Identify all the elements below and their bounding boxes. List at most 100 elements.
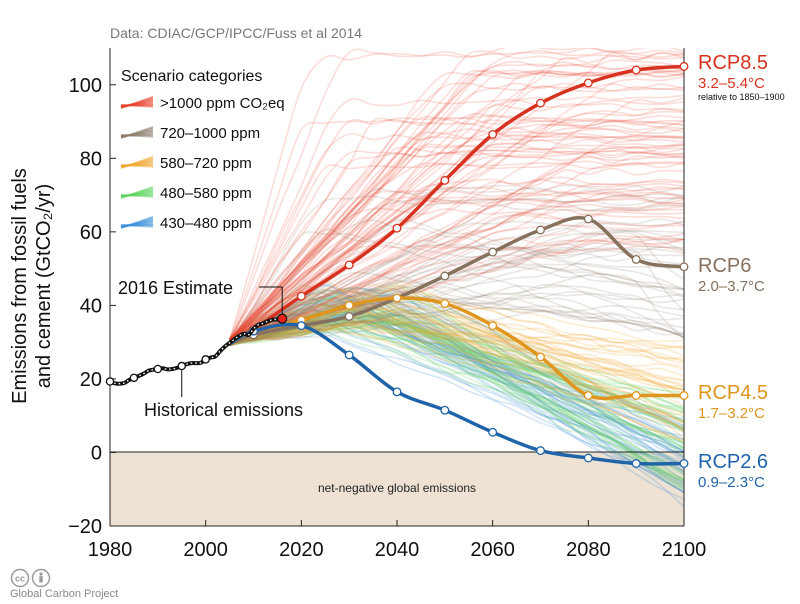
scenario-line <box>229 318 684 481</box>
scenario-line <box>229 85 684 340</box>
series-point <box>631 254 641 264</box>
scenario-line <box>229 322 684 347</box>
scenario-line <box>229 298 684 473</box>
scenario-line <box>229 191 684 343</box>
y-tick-label: 0 <box>91 442 102 464</box>
scenario-line <box>229 320 684 423</box>
y-tick-label: 80 <box>80 148 102 170</box>
series-point <box>631 391 641 400</box>
scenario-line <box>229 59 684 344</box>
scenario-line <box>229 187 684 343</box>
rcp-series <box>228 61 689 468</box>
scenario-line <box>229 295 684 500</box>
series-point <box>583 78 593 88</box>
series-point <box>583 391 593 400</box>
scenario-line <box>228 149 684 340</box>
scenario-line <box>229 321 684 489</box>
series-point <box>296 321 306 331</box>
scenario-line <box>229 296 684 424</box>
axes: 1980 2000 2020 2040 2060 2080 2100−20020406080… <box>68 48 706 561</box>
scenario-line <box>229 259 684 343</box>
scenario-line <box>229 289 684 415</box>
scenario-line <box>229 321 684 357</box>
scenario-line <box>229 94 684 347</box>
scenario-line <box>229 290 684 342</box>
scenario-line <box>229 287 684 475</box>
scenario-line <box>229 318 684 381</box>
series-point <box>296 291 306 301</box>
scenario-line <box>229 161 684 340</box>
scenario-line <box>229 290 684 448</box>
series-point <box>536 446 545 456</box>
scenario-line <box>228 151 684 342</box>
scenario-line <box>229 196 684 341</box>
scenario-line <box>229 205 684 342</box>
scenario-line <box>229 136 684 347</box>
y-tick-label: 100 <box>69 75 102 97</box>
scenario-line <box>229 324 684 390</box>
series-point <box>583 214 593 224</box>
scenario-line <box>228 117 684 341</box>
scenario-line <box>229 314 684 508</box>
scenario-line <box>229 48 684 340</box>
scenario-line <box>229 85 684 341</box>
y-axis-label: Emissions from fossil fuels and cement (G… <box>9 168 55 404</box>
scenario-line <box>229 150 684 343</box>
net-negative-label: net-negative global emissions <box>318 481 476 495</box>
scenario-line <box>228 231 684 340</box>
series-point <box>679 459 689 468</box>
scenario-line <box>229 321 684 444</box>
scenario-line <box>229 313 684 472</box>
rcp-label-rcp6: RCP6 2.0–3.7°C <box>698 255 765 295</box>
scenario-line <box>229 198 684 345</box>
series-point <box>392 293 402 303</box>
cc-license-icon: cc <box>10 568 51 588</box>
x-tick-label: 1980 <box>88 539 133 561</box>
rcp-label-rcp45: RCP4.5 1.7–3.2°C <box>698 382 768 422</box>
credit-text: Global Carbon Project <box>10 588 119 600</box>
scenario-line <box>228 194 684 343</box>
scenario-line <box>229 212 684 343</box>
scenario-line <box>229 274 684 345</box>
scenario-line <box>229 123 684 346</box>
scenario-line <box>228 118 684 341</box>
rcp-range: 2.0–3.7°C <box>698 278 765 295</box>
scenario-line <box>229 319 684 350</box>
x-tick-label: 2080 <box>566 539 611 561</box>
y-label-line-2: and cement (GtCO₂/yr) <box>33 184 55 388</box>
historical-point <box>153 364 163 374</box>
scenario-line <box>229 102 684 340</box>
scenario-line <box>229 219 684 344</box>
svg-text:cc: cc <box>15 574 25 584</box>
scenario-line <box>229 184 684 345</box>
scenario-line <box>228 228 684 343</box>
series-point <box>392 223 402 233</box>
rcp-name: RCP4.5 <box>698 382 769 404</box>
scenario-line <box>229 63 684 342</box>
scenario-line <box>229 284 684 348</box>
scenario-line <box>229 324 684 434</box>
scenario-line <box>229 202 684 342</box>
scenario-line <box>229 132 684 340</box>
y-label-line-1: Emissions from fossil fuels <box>9 168 31 404</box>
scenario-line <box>229 273 684 345</box>
scenario-line <box>229 256 684 344</box>
rcp-label-rcp26: RCP2.6 0.9–2.3°C <box>698 451 768 491</box>
scenario-line <box>228 146 684 346</box>
scenario-line <box>229 314 684 491</box>
scenario-line <box>229 302 684 437</box>
scenario-line <box>228 69 684 347</box>
series-point <box>536 98 545 108</box>
legend-label: 720–1000 ppm <box>160 125 260 142</box>
scenario-line <box>229 245 684 345</box>
scenario-line <box>229 301 684 413</box>
scenario-line <box>229 290 684 431</box>
series-point <box>440 175 450 185</box>
scenario-line <box>229 127 684 340</box>
series-point <box>536 352 545 362</box>
scenario-line <box>229 211 684 347</box>
scenario-line <box>228 98 684 345</box>
rcp-note: relative to 1850–1900 <box>698 92 785 102</box>
scenario-line <box>229 304 684 343</box>
